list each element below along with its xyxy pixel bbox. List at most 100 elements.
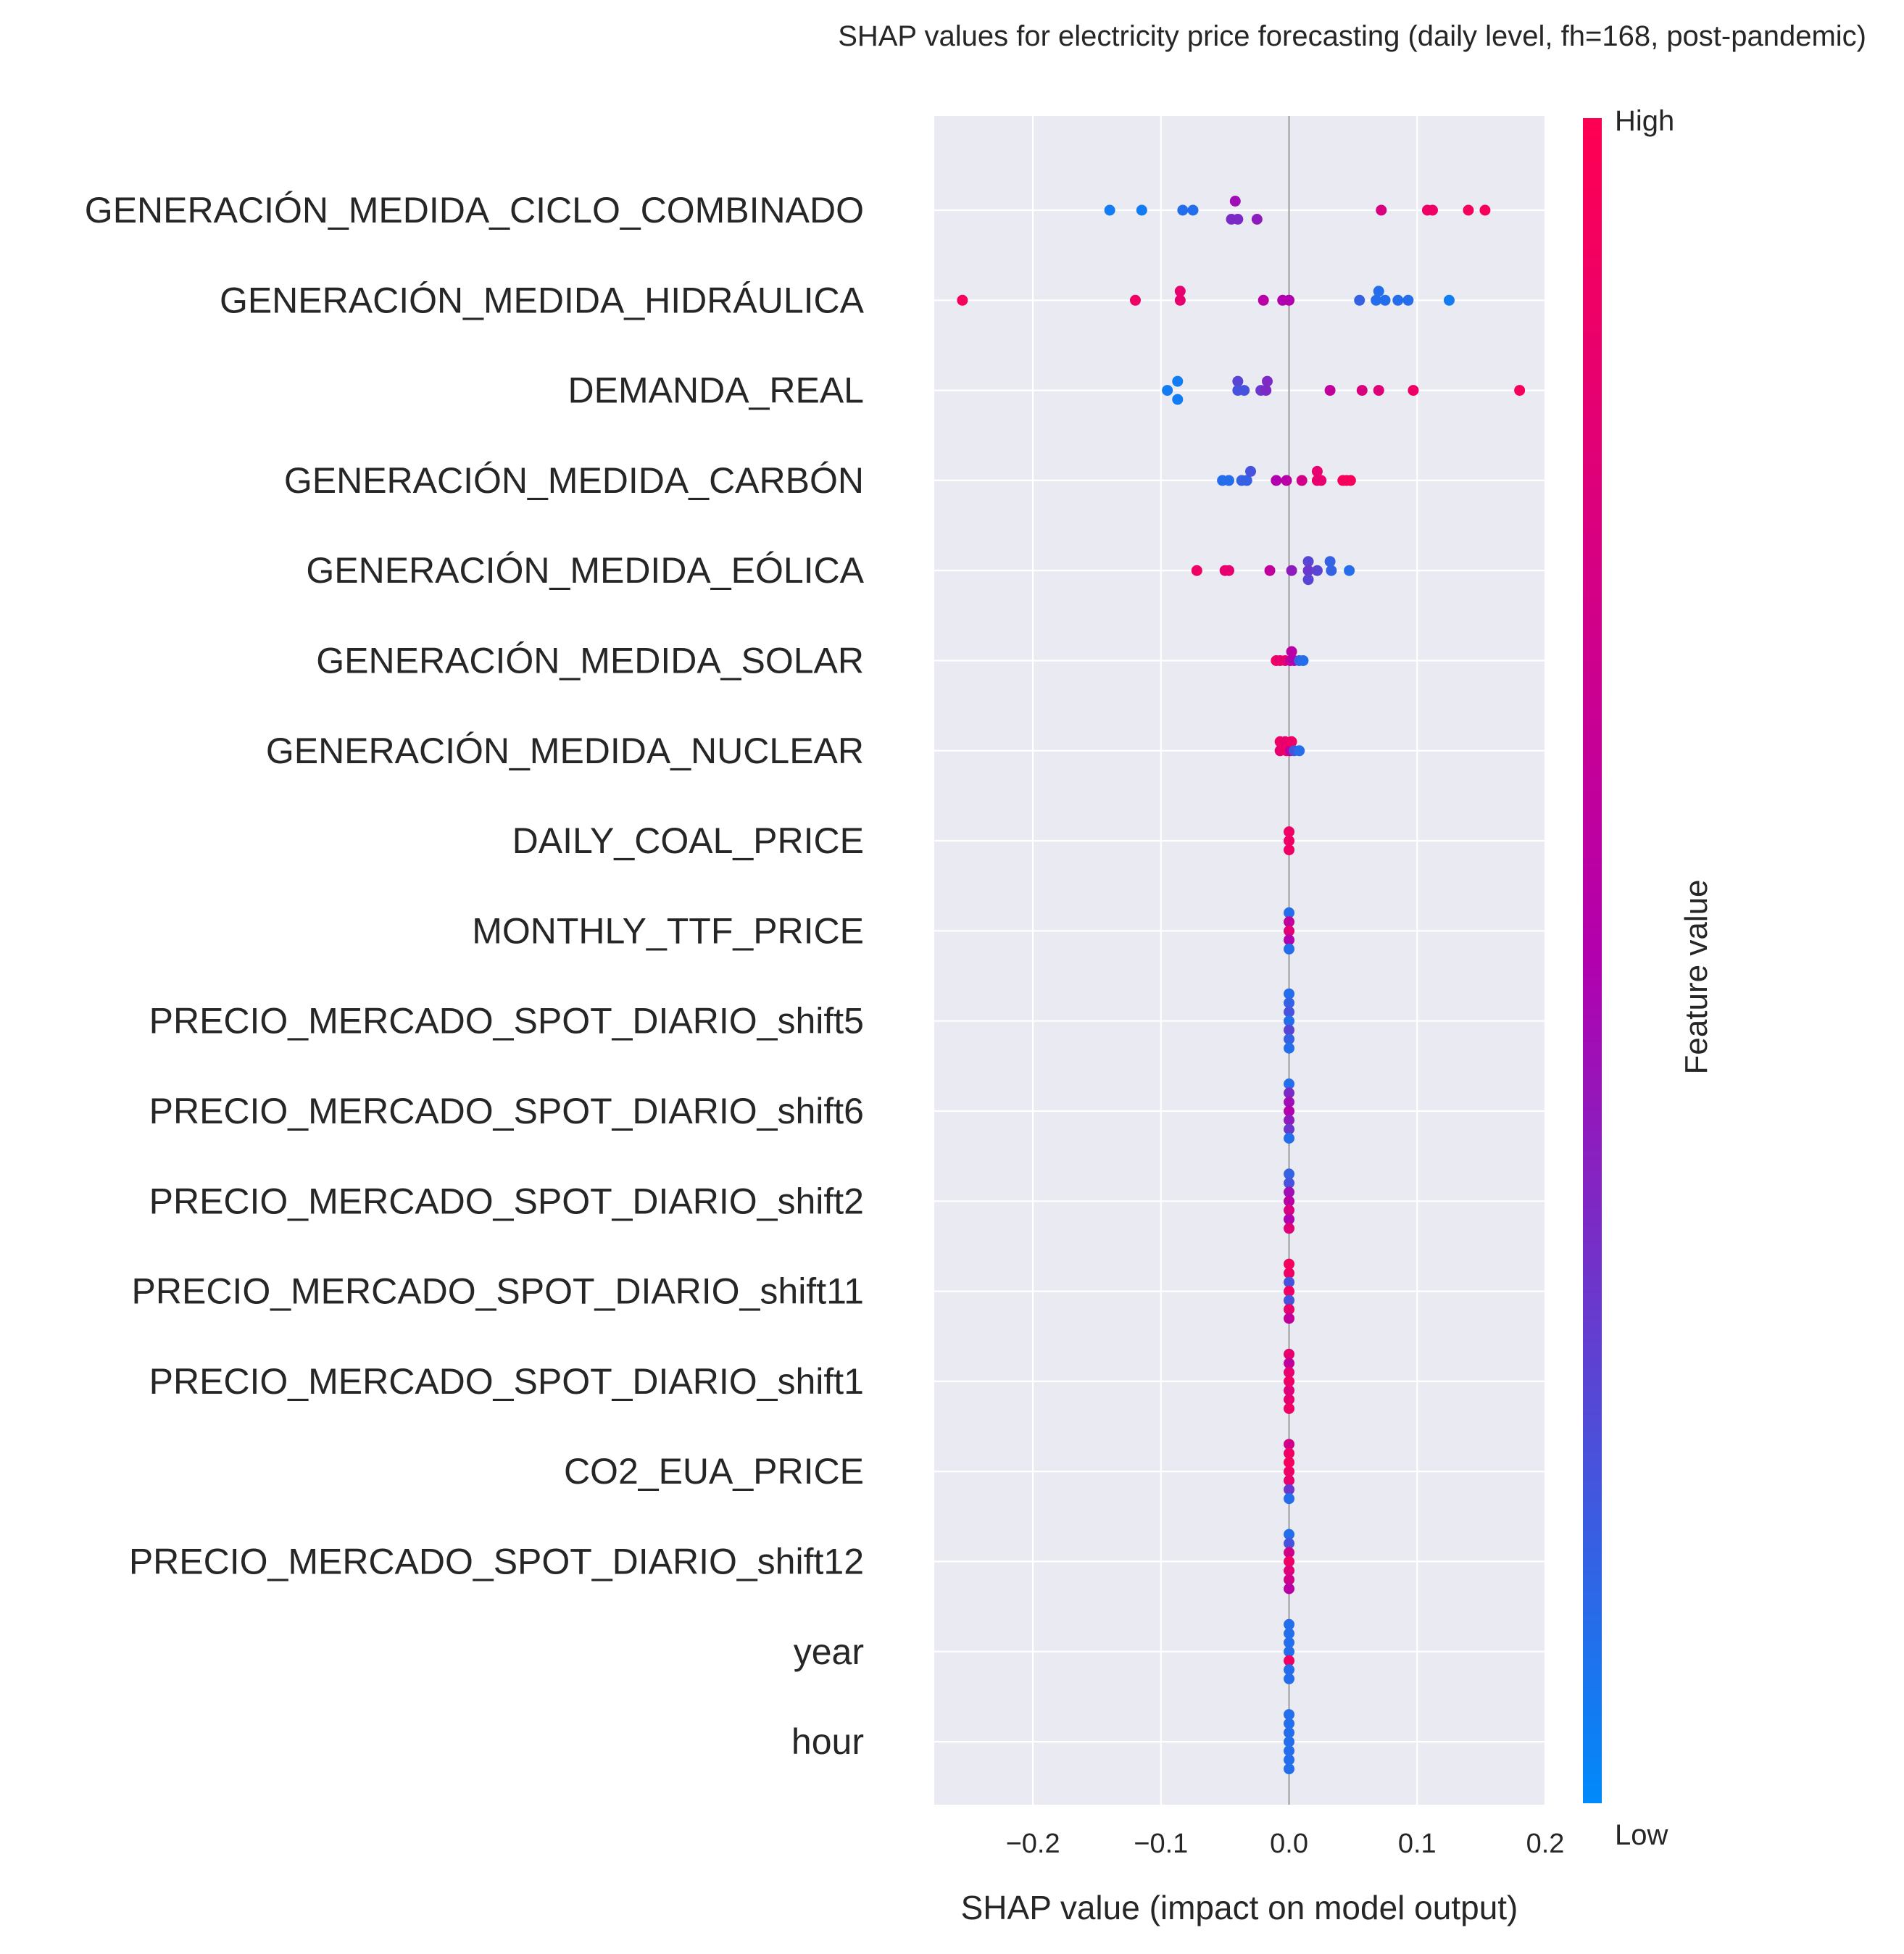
shap-point xyxy=(1315,475,1327,486)
shap-point xyxy=(1284,1439,1295,1450)
feature-label: PRECIO_MERCADO_SPOT_DIARIO_shift2 xyxy=(149,1181,864,1221)
shap-point xyxy=(1232,214,1244,225)
shap-point xyxy=(1284,1024,1295,1036)
shap-point xyxy=(1311,465,1323,477)
feature-label: year xyxy=(794,1631,864,1672)
shap-point xyxy=(1286,565,1297,576)
shap-point xyxy=(1284,1006,1295,1018)
shap-point xyxy=(1257,294,1269,306)
shap-point xyxy=(1284,1763,1295,1775)
shap-point xyxy=(1284,1366,1295,1378)
feature-labels: GENERACIÓN_MEDIDA_CICLO_COMBINADO GENERAC… xyxy=(85,190,865,1762)
shap-point xyxy=(1354,294,1365,306)
shap-point xyxy=(1284,1376,1295,1387)
shap-point xyxy=(1284,997,1295,1009)
shap-point xyxy=(1284,1123,1295,1135)
shap-point xyxy=(1284,1097,1295,1107)
shap-point xyxy=(1284,1258,1295,1270)
shap-point xyxy=(1284,1447,1295,1459)
shap-point xyxy=(1284,294,1295,306)
shap-point xyxy=(1284,1727,1295,1739)
x-tick-labels: −0.2 −0.1 0.0 0.1 0.2 xyxy=(1006,1829,1565,1859)
shap-point xyxy=(1443,294,1455,306)
shap-point xyxy=(1284,1186,1295,1198)
shap-point xyxy=(1284,1457,1295,1468)
shap-point xyxy=(1284,1304,1295,1315)
shap-point xyxy=(1296,475,1308,486)
shap-point xyxy=(1229,196,1241,207)
shap-point xyxy=(1356,385,1368,396)
colorbar-high-label: High xyxy=(1615,105,1674,137)
feature-label: GENERACIÓN_MEDIDA_NUCLEAR xyxy=(266,731,864,771)
x-tick-label: −0.1 xyxy=(1134,1829,1188,1859)
shap-point xyxy=(1284,1384,1295,1396)
shap-point xyxy=(1302,565,1314,576)
shap-point xyxy=(957,294,968,306)
shap-point xyxy=(1284,1618,1295,1630)
shap-point xyxy=(1284,1087,1295,1099)
shap-point xyxy=(1284,916,1295,928)
feature-label: GENERACIÓN_MEDIDA_SOLAR xyxy=(316,641,864,681)
x-tick-label: 0.0 xyxy=(1270,1829,1308,1859)
shap-point xyxy=(1284,988,1295,999)
x-tick-label: 0.1 xyxy=(1398,1829,1437,1859)
shap-point xyxy=(1373,385,1384,396)
shap-point xyxy=(1284,1205,1295,1216)
shap-point xyxy=(1284,1655,1295,1666)
shap-point xyxy=(1392,294,1404,306)
shap-point xyxy=(1311,565,1323,576)
shap-point xyxy=(1324,385,1336,396)
shap-point xyxy=(1284,1646,1295,1658)
x-axis-label: SHAP value (impact on model output) xyxy=(961,1889,1518,1926)
shap-point xyxy=(1174,294,1186,306)
shap-point xyxy=(1174,286,1186,297)
shap-point xyxy=(1284,1565,1295,1576)
shap-point xyxy=(1172,394,1184,405)
shap-point xyxy=(1284,1529,1295,1540)
x-tick-label: 0.2 xyxy=(1526,1829,1565,1859)
shap-point xyxy=(1284,1745,1295,1757)
shap-point xyxy=(1284,1736,1295,1747)
shap-point xyxy=(1284,826,1295,838)
shap-point xyxy=(1302,556,1314,568)
shap-point xyxy=(1284,1078,1295,1089)
shap-point xyxy=(1294,745,1305,757)
feature-label: hour xyxy=(791,1721,864,1762)
shap-point xyxy=(1136,204,1147,216)
shap-point xyxy=(1284,1213,1295,1225)
shap-point xyxy=(1371,294,1382,306)
colorbar-title: Feature value xyxy=(1679,879,1714,1074)
shap-point xyxy=(1284,1223,1295,1234)
shap-point xyxy=(1426,204,1438,216)
shap-point xyxy=(1241,475,1252,486)
shap-point xyxy=(1260,385,1272,396)
shap-point xyxy=(1223,565,1234,576)
shap-point xyxy=(1286,736,1297,747)
colorbar-low-label: Low xyxy=(1615,1819,1668,1851)
shap-point xyxy=(1284,943,1295,955)
shap-point xyxy=(1104,204,1115,216)
shap-point xyxy=(1284,1402,1295,1414)
shap-point xyxy=(1284,1754,1295,1766)
shap-point xyxy=(1284,1105,1295,1117)
shap-point xyxy=(1251,214,1263,225)
shap-point xyxy=(1284,1628,1295,1639)
shap-point xyxy=(1284,1348,1295,1360)
shap-point xyxy=(1284,1673,1295,1684)
feature-label: DEMANDA_REAL xyxy=(568,370,864,411)
chart-title: SHAP values for electricity price foreca… xyxy=(838,20,1866,52)
shap-point xyxy=(1284,1664,1295,1676)
shap-point xyxy=(1284,1637,1295,1648)
feature-label: CO2_EUA_PRICE xyxy=(564,1451,864,1492)
shap-point xyxy=(1284,1547,1295,1558)
shap-point xyxy=(1284,1115,1295,1126)
shap-point xyxy=(1284,1313,1295,1324)
shap-point xyxy=(1326,565,1337,576)
shap-point xyxy=(1514,385,1526,396)
shap-point xyxy=(1284,1583,1295,1595)
shap-point xyxy=(1284,1556,1295,1567)
shap-point xyxy=(1284,1574,1295,1585)
shap-point xyxy=(1284,835,1295,847)
shap-point xyxy=(1284,1168,1295,1180)
